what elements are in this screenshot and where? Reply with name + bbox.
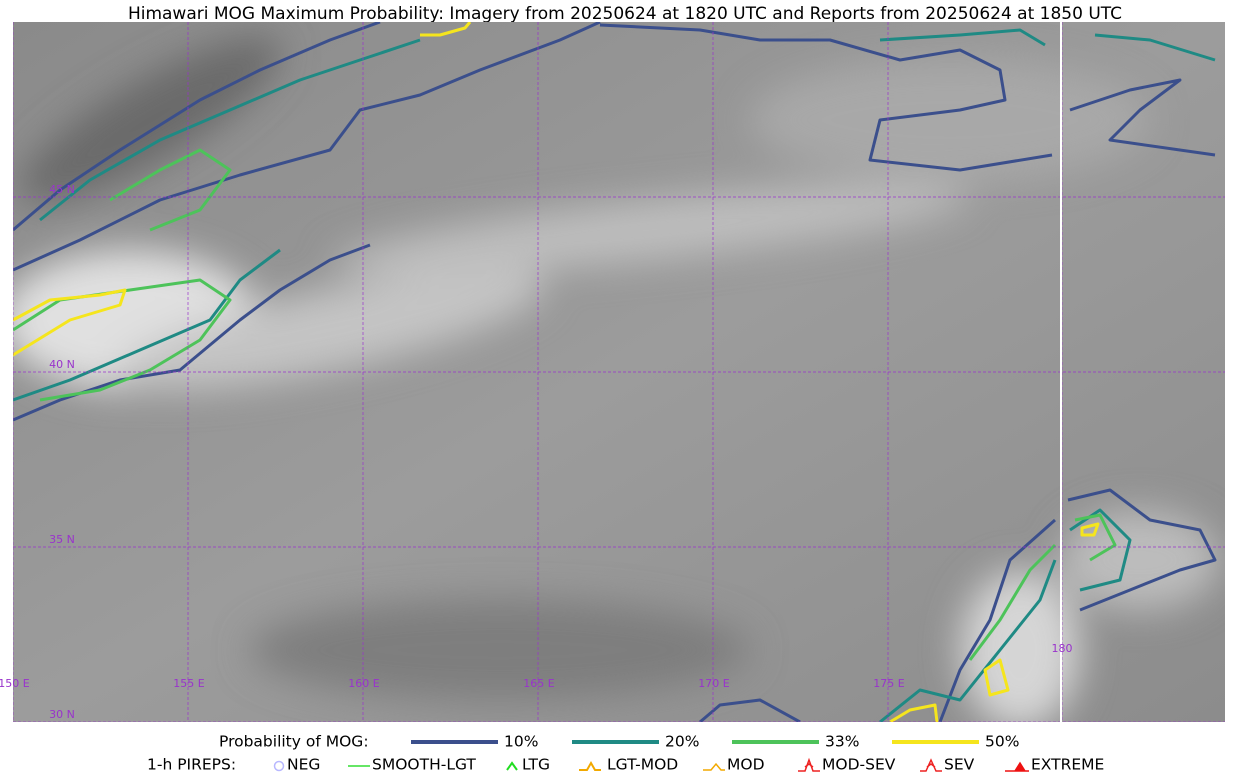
pirep-icon (920, 758, 942, 772)
legend-label: 10% (504, 733, 538, 751)
pirep-icon (579, 760, 601, 771)
legend-label: 20% (665, 733, 699, 751)
lat-label: 40 N (49, 358, 75, 371)
lon-label: 175 E (873, 677, 904, 690)
lat-label: 30 N (49, 708, 75, 721)
pirep-label: SEV (944, 756, 975, 774)
pirep-label: NEG (287, 756, 320, 774)
graticule-labels: 150 E 155 E 160 E 165 E 170 E 175 E 180 45 N 40 … (0, 183, 1073, 721)
lon-label: 180 (1052, 642, 1073, 655)
lon-label: 165 E (523, 677, 554, 690)
legend-title: Probability of MOG: (219, 733, 369, 751)
pirep-icon (703, 762, 725, 771)
pirep-label: MOD (727, 756, 765, 774)
title: Himawari MOG Maximum Probability: Imager… (128, 4, 1122, 24)
lon-label: 150 E (0, 677, 30, 690)
pirep-icon (506, 761, 518, 771)
pirep-icon (1005, 761, 1029, 772)
lon-label: 160 E (348, 677, 379, 690)
lon-label: 155 E (173, 677, 204, 690)
legend-label: 50% (985, 733, 1019, 751)
map (13, 22, 1225, 722)
pirep-icon (273, 760, 285, 772)
pirep-label: MOD-SEV (822, 756, 896, 774)
lon-label: 170 E (698, 677, 729, 690)
pireps-title: 1-h PIREPS: (147, 756, 236, 774)
pirep-label: SMOOTH-LGT (372, 756, 476, 774)
pirep-label: EXTREME (1031, 756, 1104, 774)
lat-label: 35 N (49, 533, 75, 546)
pirep-icon (798, 757, 820, 772)
legend: Probability of MOG: 10% 20% 33% 50% 1-h PIREP… (147, 733, 1104, 774)
pirep-label: LGT-MOD (607, 756, 678, 774)
lat-label: 45 N (49, 183, 75, 196)
contours (13, 22, 1217, 722)
legend-label: 33% (825, 733, 859, 751)
pirep-label: LTG (522, 756, 550, 774)
